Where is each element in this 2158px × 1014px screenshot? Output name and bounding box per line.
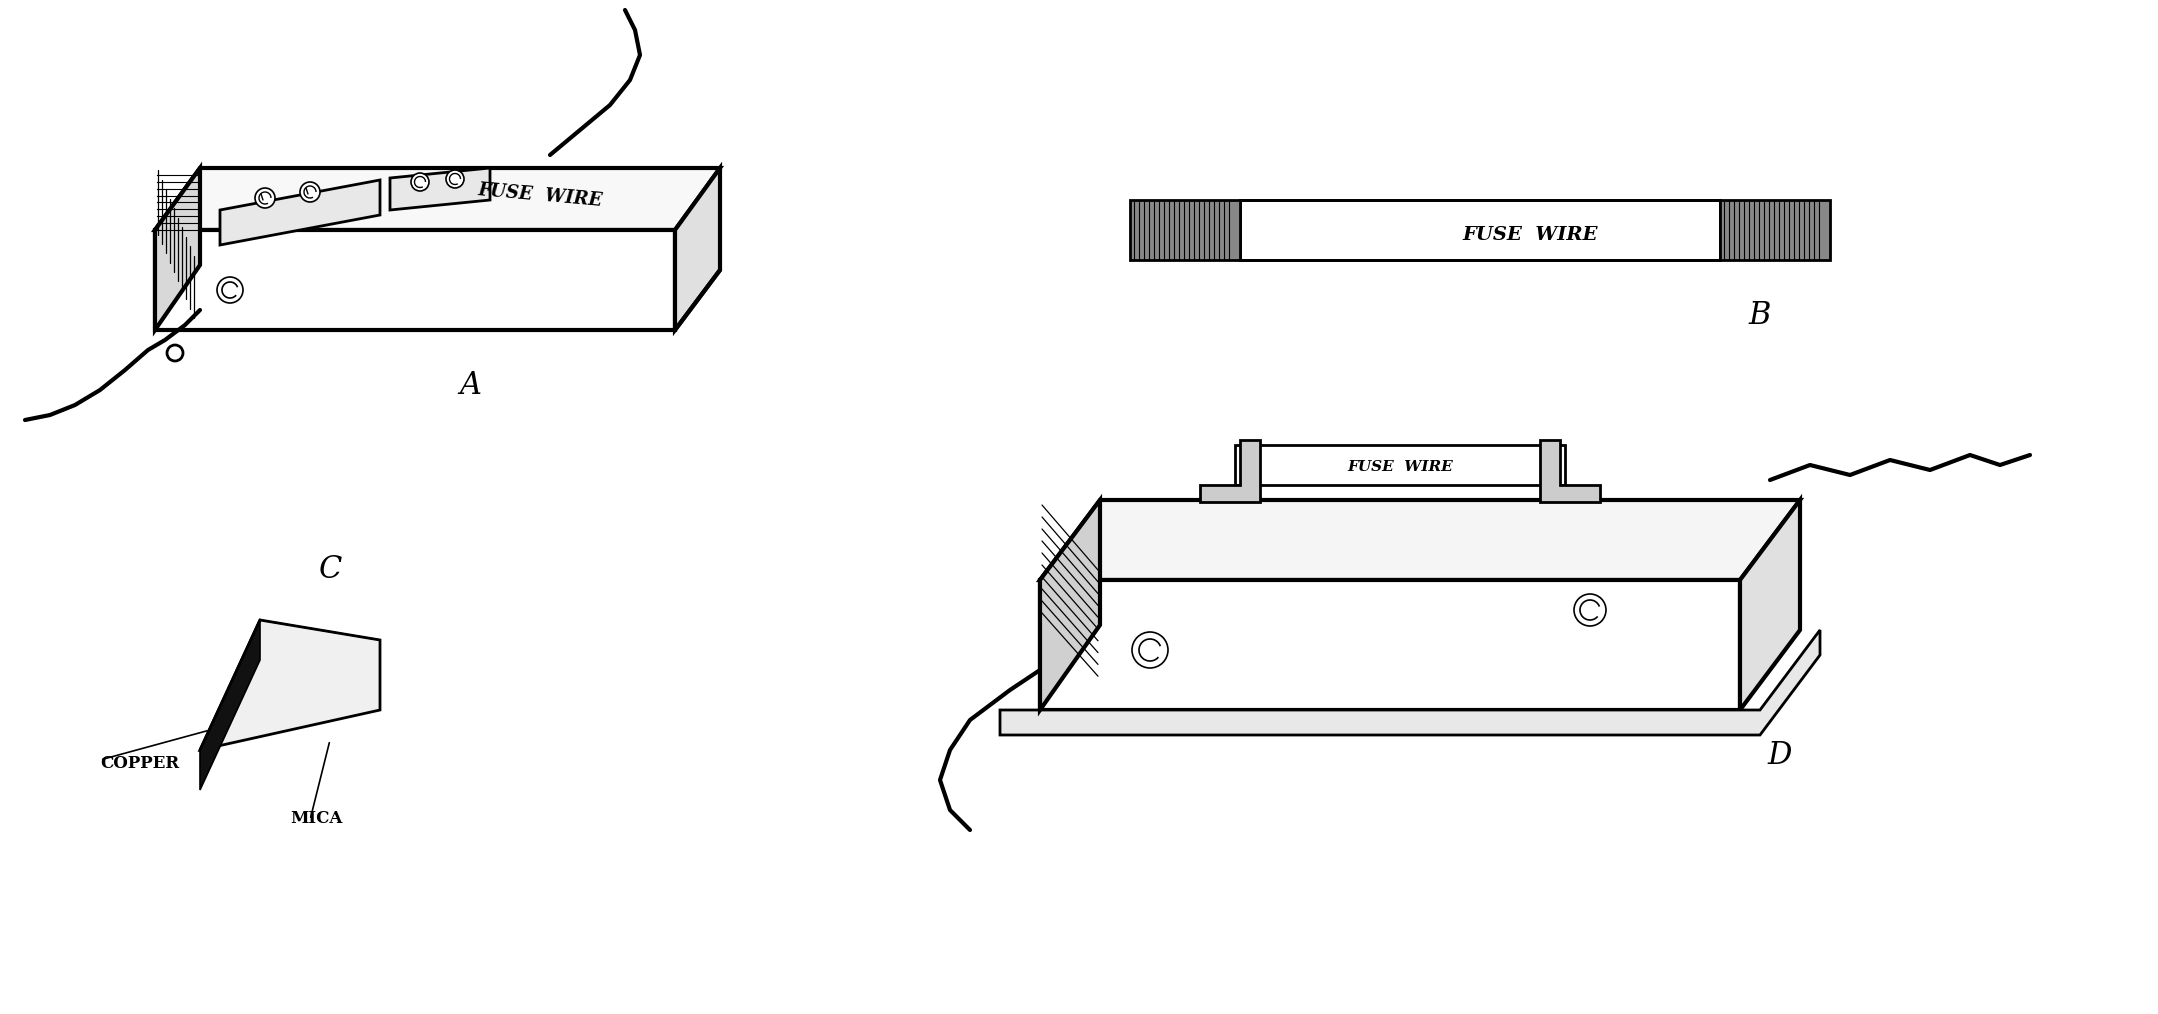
Text: FUSE  WIRE: FUSE WIRE (477, 180, 602, 210)
Polygon shape (999, 630, 1819, 735)
Bar (1131, 200, 1241, 260)
Text: FUSE  WIRE: FUSE WIRE (1463, 226, 1597, 244)
Circle shape (1573, 594, 1606, 626)
Polygon shape (201, 620, 380, 750)
Polygon shape (675, 168, 721, 330)
Text: MICA: MICA (289, 810, 343, 827)
Bar (1241, 200, 1720, 260)
Polygon shape (1234, 445, 1565, 485)
Polygon shape (1040, 580, 1739, 710)
Polygon shape (1040, 500, 1800, 580)
Polygon shape (201, 620, 259, 790)
Polygon shape (1200, 440, 1260, 502)
Circle shape (300, 182, 319, 202)
Text: B: B (1748, 299, 1772, 331)
Circle shape (1133, 632, 1167, 668)
Polygon shape (1739, 500, 1800, 710)
Polygon shape (391, 168, 490, 210)
Polygon shape (155, 230, 675, 330)
Circle shape (218, 277, 244, 303)
Polygon shape (1040, 500, 1101, 710)
Polygon shape (1541, 440, 1599, 502)
Text: D: D (1767, 739, 1793, 771)
Text: FUSE  WIRE: FUSE WIRE (1347, 460, 1452, 474)
Polygon shape (155, 168, 721, 230)
Text: A: A (460, 369, 481, 401)
Polygon shape (155, 168, 201, 330)
Polygon shape (220, 180, 380, 245)
Text: C: C (319, 555, 341, 585)
Circle shape (447, 170, 464, 188)
Bar (1720, 200, 1830, 260)
Circle shape (410, 173, 429, 191)
Circle shape (255, 188, 274, 208)
Text: COPPER: COPPER (99, 755, 179, 772)
